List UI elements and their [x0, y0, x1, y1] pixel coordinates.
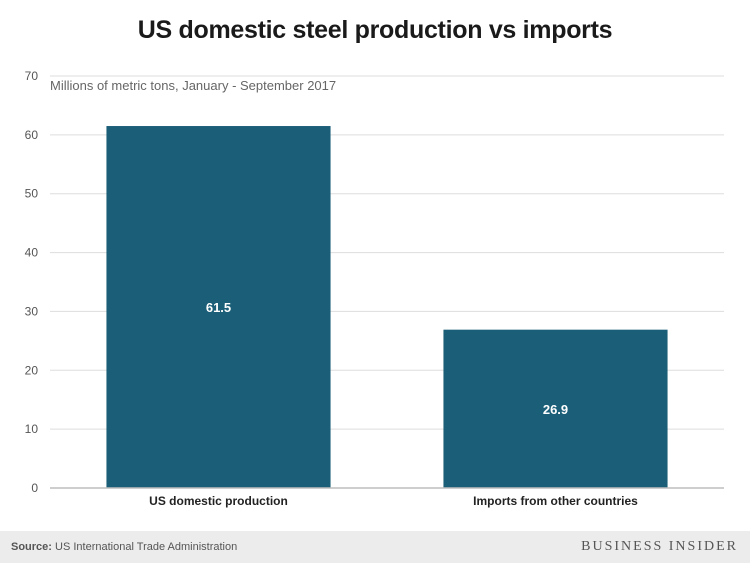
y-tick-label: 60	[25, 128, 39, 142]
y-tick-label: 30	[25, 304, 39, 318]
bars: 61.5 26.9	[106, 126, 668, 489]
source-note: Source: US International Trade Administr…	[11, 541, 237, 553]
brand-logo: BUSINESS INSIDER	[581, 539, 738, 554]
chart-title: US domestic steel production vs imports	[137, 16, 613, 44]
bar-value-label: 26.9	[543, 402, 568, 417]
footer: Source: US International Trade Administr…	[0, 531, 750, 563]
y-tick-label: 70	[25, 69, 39, 83]
chart-subtitle: Millions of metric tons, January - Septe…	[50, 78, 336, 93]
y-axis: 0 10 20 30 40 50 60 70	[25, 69, 39, 495]
category-label: Imports from other countries	[473, 494, 638, 508]
bar	[443, 329, 668, 488]
bar-chart: 0 10 20 30 40 50 60 70 Millions of metric tons,…	[25, 69, 724, 508]
y-tick-label: 0	[31, 481, 38, 495]
y-tick-label: 40	[25, 246, 39, 260]
bar-value-label: 61.5	[206, 300, 231, 315]
y-tick-label: 50	[25, 187, 39, 201]
y-tick-label: 10	[25, 422, 39, 436]
source-text: US International Trade Administration	[51, 541, 238, 553]
category-label: US domestic production	[149, 494, 288, 508]
source-label: Source:	[11, 541, 52, 553]
y-tick-label: 20	[25, 363, 39, 377]
x-axis: US domestic production Imports from other…	[149, 494, 638, 508]
bar	[106, 126, 331, 489]
